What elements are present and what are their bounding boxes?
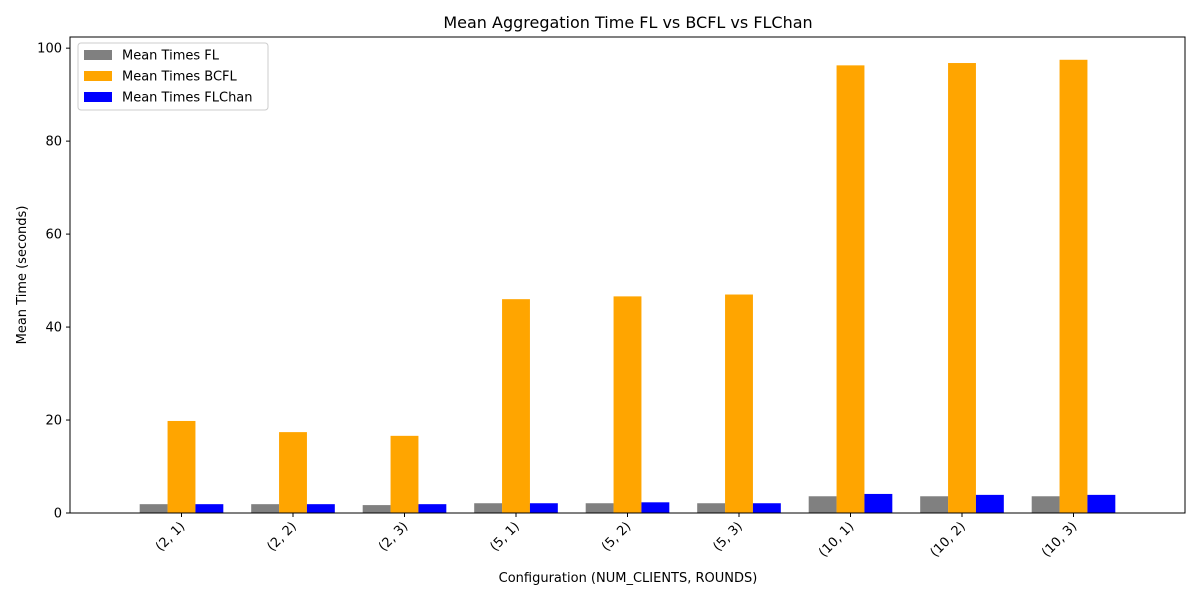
- x-tick-label: (5, 1): [488, 519, 523, 554]
- bar-mean-times-flchan-2: [418, 504, 447, 513]
- bar-mean-times-bcfl-5: [725, 294, 753, 513]
- bar-mean-times-flchan-0: [195, 504, 224, 513]
- bar-mean-times-fl-4: [585, 503, 614, 513]
- bar-mean-times-flchan-7: [975, 494, 1004, 513]
- bar-mean-times-fl-0: [139, 504, 168, 513]
- x-tick-label: (5, 3): [711, 519, 746, 554]
- legend-label: Mean Times FLChan: [122, 91, 253, 106]
- y-axis: 0 20 40 60 80 100: [37, 42, 70, 522]
- bar-mean-times-fl-3: [474, 503, 503, 513]
- bar-mean-times-fl-5: [697, 503, 726, 513]
- legend-swatch: [84, 92, 112, 102]
- bar-mean-times-bcfl-6: [836, 65, 865, 514]
- x-tick-label: (10, 2): [928, 519, 969, 560]
- x-tick-label: (2, 1): [153, 519, 188, 554]
- bar-mean-times-fl-8: [1031, 496, 1060, 513]
- bar-mean-times-fl-7: [920, 496, 949, 513]
- bars-group: [139, 59, 1116, 514]
- bar-mean-times-fl-1: [251, 504, 280, 513]
- x-tick-label: (2, 3): [376, 519, 411, 554]
- bar-mean-times-bcfl-8: [1059, 59, 1088, 513]
- bar-mean-times-bcfl-7: [948, 63, 976, 513]
- y-tick-label: 80: [45, 135, 62, 150]
- y-tick-label: 100: [37, 42, 62, 57]
- legend: Mean Times FL Mean Times BCFL Mean Times F…: [77, 42, 269, 111]
- y-tick-label: 20: [45, 414, 62, 429]
- bar-mean-times-flchan-3: [529, 503, 558, 513]
- legend-swatch: [84, 50, 112, 60]
- bar-mean-times-fl-6: [808, 496, 837, 513]
- legend-box: [77, 42, 269, 111]
- bar-mean-times-flchan-1: [306, 504, 335, 513]
- bar-mean-times-flchan-6: [864, 493, 893, 513]
- legend-label: Mean Times BCFL: [122, 70, 238, 85]
- x-tick-label: (10, 1): [816, 519, 857, 560]
- chart-title: Mean Aggregation Time FL vs BCFL vs FLCh…: [443, 13, 812, 32]
- x-axis-label: Configuration (NUM_CLIENTS, ROUNDS): [499, 571, 758, 586]
- bar-mean-times-flchan-4: [641, 502, 670, 513]
- legend-label: Mean Times FL: [122, 49, 220, 64]
- x-tick-label: (5, 2): [599, 519, 634, 554]
- bar-mean-times-bcfl-2: [390, 435, 419, 513]
- bar-mean-times-bcfl-4: [613, 296, 642, 513]
- bar-mean-times-flchan-5: [752, 503, 781, 513]
- bar-mean-times-bcfl-0: [167, 420, 196, 513]
- y-axis-label: Mean Time (seconds): [15, 206, 30, 345]
- legend-swatch: [84, 71, 112, 81]
- bar-mean-times-bcfl-3: [502, 299, 530, 513]
- y-tick-label: 60: [45, 228, 62, 243]
- x-tick-label: (10, 3): [1039, 519, 1080, 560]
- y-tick-label: 40: [45, 321, 62, 336]
- x-axis: (2, 1) (2, 2) (2, 3) (5, 1) (5, 2) (5, 3) (10,…: [153, 513, 1080, 560]
- bar-mean-times-flchan-8: [1087, 494, 1116, 513]
- x-tick-label: (2, 2): [265, 519, 300, 554]
- bar-mean-times-fl-2: [362, 505, 391, 513]
- bar-mean-times-bcfl-1: [279, 432, 307, 513]
- y-tick-label: 0: [54, 507, 62, 522]
